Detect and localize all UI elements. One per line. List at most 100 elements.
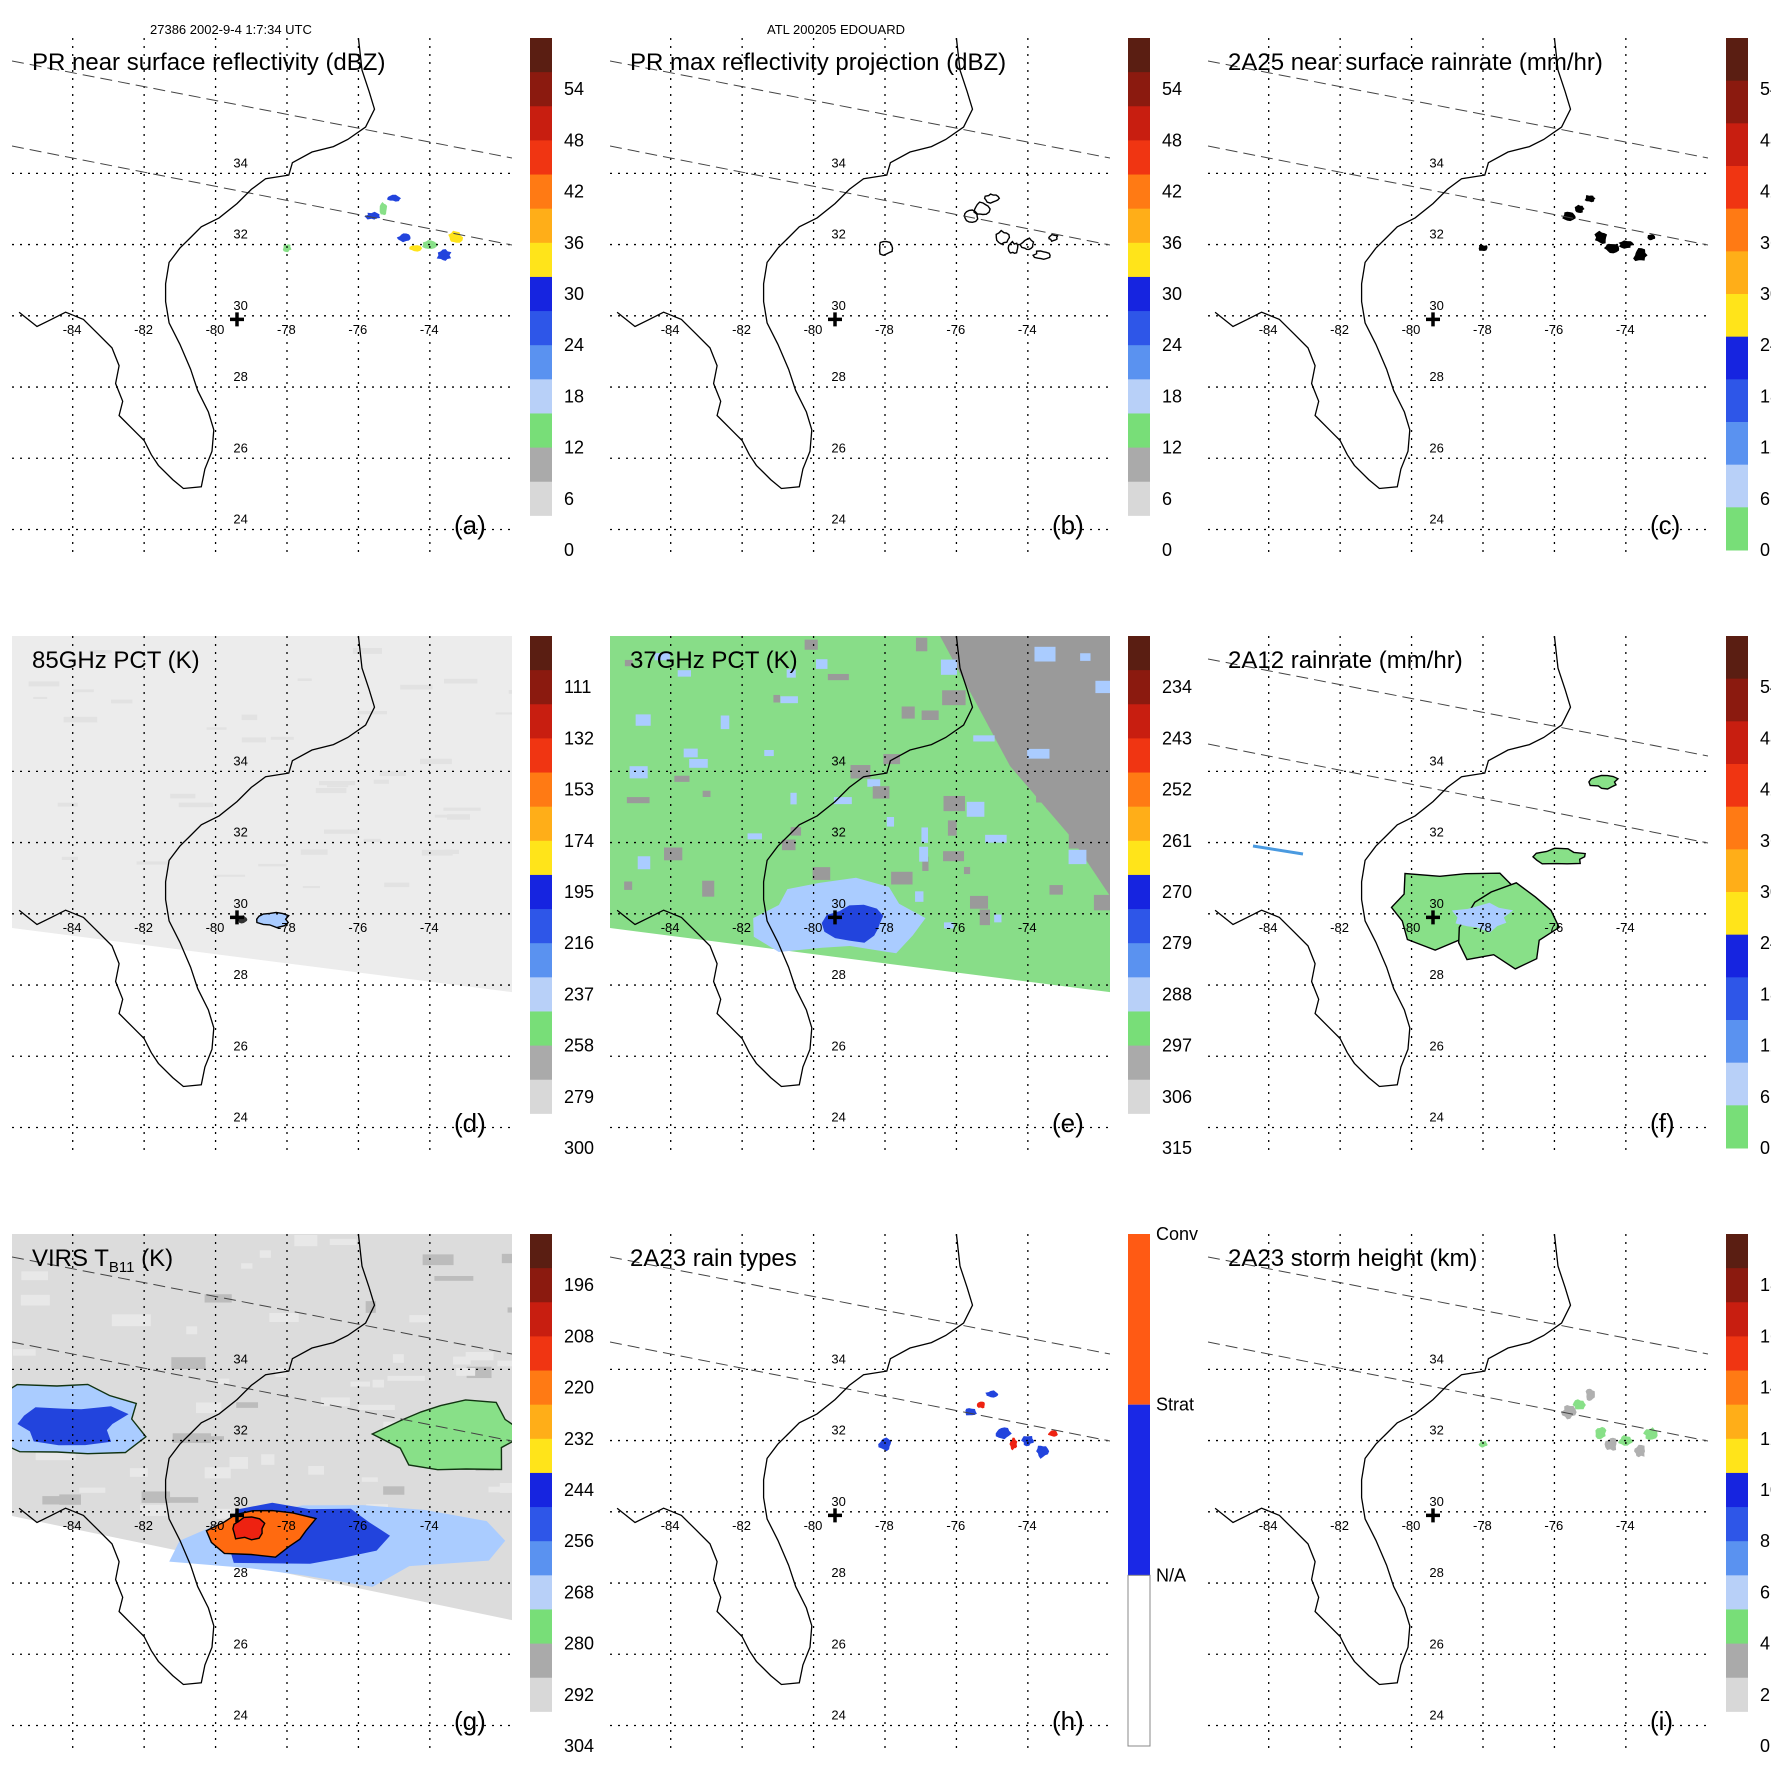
colorbar-block [1726,764,1748,808]
texture-cell [624,881,633,890]
colorbar-block [530,208,552,244]
rain-echo [448,230,464,243]
texture-cell [456,1367,476,1376]
colorbar-block [1128,106,1150,141]
colorbar-block [1726,1677,1748,1713]
rain-echo [1007,240,1019,255]
colorbar: Conv Strat N/A [1127,1224,1198,1747]
lat-label: 28 [1429,967,1443,982]
swath-edge-north [1208,658,1708,757]
colorbar: 234 243 252 261 270 279 288 297 306 315 [1128,636,1192,1158]
rain-echo [282,244,292,253]
lat-label: 26 [233,1038,247,1053]
texture-cell [178,802,213,808]
colorbar-block [1726,1575,1748,1610]
texture-cell [1095,680,1110,694]
texture-cell [421,849,453,856]
colorbar-tick: 244 [564,1480,594,1500]
rain-echo [1574,204,1585,213]
panel-label: (g) [454,1706,486,1736]
cross-icon [1426,312,1440,327]
colorbar-block [1128,909,1150,944]
texture-cell [1093,894,1110,911]
lon-label: -76 [348,1518,367,1533]
colorbar-tick: 12 [1760,438,1771,458]
orbit-timestamp: 27386 2002-9-4 1:7:34 UTC [150,22,312,37]
lon-label: -82 [732,920,751,935]
coastline [1214,1234,1572,1686]
colorbar-block [1726,1438,1748,1474]
texture-cell [677,670,691,677]
cross-icon [230,910,244,925]
colorbar-tick: 6 [1760,1087,1770,1107]
texture-cell [129,1468,148,1477]
texture-cell [186,1436,224,1441]
rain-streak [1252,844,1304,856]
lon-label: -76 [1544,920,1563,935]
colorbar-block [1726,38,1748,82]
texture-cell [159,1497,199,1503]
colorbar-tick: 36 [1760,233,1771,253]
colorbar-block [1128,345,1150,380]
rain-echo [1048,233,1059,243]
rain-echo [985,1390,999,1398]
texture-cell [453,1356,471,1365]
rain-echo [396,233,411,243]
texture-cell [1064,707,1082,714]
lat-label: 30 [831,896,845,911]
texture-cell [302,885,320,889]
lon-label: -76 [946,1518,965,1533]
lat-label: 32 [1429,825,1443,840]
texture-cell [804,639,818,650]
colorbar-block [1128,379,1150,414]
colorbar-block [1726,1302,1748,1337]
lon-label: -74 [420,920,439,935]
texture-cell [507,1307,512,1313]
texture-cell [629,766,648,779]
texture-cell [434,814,460,818]
rain-echo [995,1427,1012,1440]
lon-label: -80 [804,920,823,935]
colorbar-tick: 234 [1162,677,1192,697]
colorbar-tick: 54 [1162,79,1182,99]
texture-cell [773,694,781,703]
swath-edge-north [1208,60,1708,159]
cross-icon [828,1508,842,1523]
colorbar-block [530,1643,552,1679]
texture-cell [1049,885,1063,895]
rain-echo [1562,211,1576,222]
colorbar-block [1726,636,1748,680]
lat-label: 24 [1429,1110,1443,1125]
lon-label: -82 [134,322,153,337]
texture-cell [111,699,133,704]
colorbar-block [1128,874,1150,910]
panel-e: -84 -82 -80 -78 -76 -74 34 32 30 28 26 24 37GHz PCT … [610,636,1192,1158]
texture-cell [915,637,928,652]
colorbar-tick: 6 [1760,489,1770,509]
texture-cell [626,797,650,804]
colorbar-block [530,909,552,944]
panel-title: 2A23 storm height (km) [1228,1245,1477,1272]
texture-cell [213,874,246,877]
colorbar-block [1128,1079,1150,1115]
colorbar-block [530,1609,552,1645]
colorbar-tick: 243 [1162,728,1192,748]
colorbar-block [1726,1643,1748,1679]
texture-cell [637,856,651,870]
lat-label: 34 [831,155,845,170]
texture-cell [947,820,957,836]
lat-label: 32 [233,1423,247,1438]
panel-d: -84 -82 -80 -78 -76 -74 34 32 30 28 26 24 85GHz PCT … [12,636,594,1158]
colorbar-tick: 196 [564,1275,594,1295]
colorbar-tick: 30 [1760,882,1771,902]
texture-cell [419,758,452,765]
colorbar-block [1726,208,1748,252]
swath-edge-north [610,1256,1110,1355]
colorbar-tick: 30 [1162,284,1182,304]
cross-icon [1426,1508,1440,1523]
rain-echo [364,211,381,220]
colorbar-tick: 0.0 [1760,1736,1771,1756]
texture-cell [372,1379,385,1388]
lon-label: -82 [732,1518,751,1533]
